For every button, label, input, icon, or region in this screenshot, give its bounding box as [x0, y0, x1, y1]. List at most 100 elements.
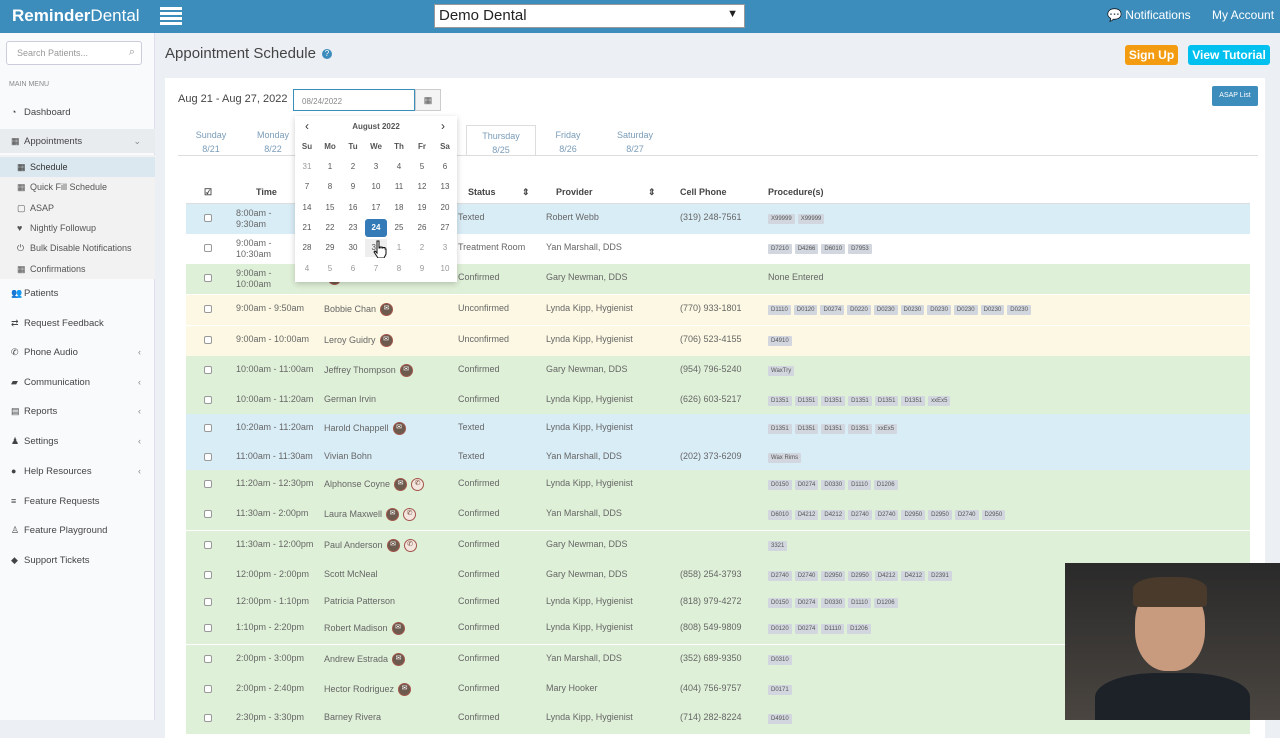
row-checkbox[interactable]: [204, 336, 212, 344]
sidebar-item-settings[interactable]: ♟ Settings ‹: [0, 429, 155, 453]
row-checkbox[interactable]: [204, 510, 212, 518]
row-checkbox[interactable]: [204, 571, 212, 579]
calendar-button[interactable]: ▦: [415, 89, 441, 111]
datepicker-day[interactable]: 31: [302, 162, 312, 171]
patient-name[interactable]: Hector Rodriguez ✉: [324, 683, 412, 696]
sort-icon[interactable]: ⇕: [522, 187, 530, 197]
patient-name[interactable]: Robert Madison ✉: [324, 622, 405, 635]
row-checkbox[interactable]: [204, 366, 212, 374]
datepicker-day[interactable]: 22: [325, 222, 335, 232]
table-row[interactable]: 11:00am - 11:30am Vivian Bohn Texted Yan Ma…: [186, 443, 1250, 473]
row-checkbox[interactable]: [204, 655, 212, 663]
datepicker-day[interactable]: 28: [302, 243, 312, 253]
sort-icon[interactable]: ⇕: [648, 187, 656, 197]
row-checkbox[interactable]: [204, 274, 212, 282]
sidebar-subitem-nightly-followup[interactable]: ♥ Nightly Followup: [0, 218, 155, 238]
datepicker-day[interactable]: 26: [417, 222, 427, 232]
asap-list-button[interactable]: ASAP List: [1212, 86, 1258, 106]
row-checkbox[interactable]: [204, 244, 212, 252]
sidebar-item-help-resources[interactable]: ● Help Resources ‹: [0, 459, 155, 483]
datepicker-day[interactable]: 6: [442, 162, 448, 171]
patient-name[interactable]: Alphonse Coyne ✉ ✆: [324, 478, 425, 491]
datepicker-day[interactable]: 24: [365, 218, 387, 237]
datepicker-day[interactable]: 21: [302, 222, 312, 232]
datepicker-day[interactable]: 13: [440, 182, 450, 192]
datepicker-day[interactable]: 2: [350, 162, 356, 171]
row-checkbox[interactable]: [204, 453, 212, 461]
next-month-button[interactable]: ›: [441, 119, 445, 133]
table-row[interactable]: 10:20am - 11:20am Harold Chappell ✉ Texted L…: [186, 414, 1250, 444]
datepicker-day[interactable]: 10: [371, 182, 381, 192]
header-provider[interactable]: Provider: [556, 187, 593, 197]
table-row[interactable]: 11:30am - 12:00pm Paul Anderson ✉ ✆ Confirme…: [186, 531, 1250, 561]
row-checkbox[interactable]: [204, 396, 212, 404]
patient-name-text[interactable]: Harold Chappell: [324, 422, 389, 433]
patient-name-text[interactable]: Robert Madison: [324, 622, 388, 633]
patient-name-text[interactable]: Vivian Bohn: [324, 451, 372, 461]
sidebar-item-patients[interactable]: 👥 Patients: [0, 281, 155, 305]
patient-name-text[interactable]: Hector Rodriguez: [324, 683, 395, 694]
datepicker-day[interactable]: 25: [394, 222, 404, 232]
table-row[interactable]: 9:00am - 9:50am Bobbie Chan ✉ Unconfirmed Ly…: [186, 295, 1250, 325]
datepicker-day[interactable]: 18: [394, 202, 404, 212]
datepicker-day[interactable]: 8: [327, 182, 333, 192]
row-checkbox[interactable]: [204, 714, 212, 722]
datepicker-day[interactable]: 6: [350, 263, 356, 273]
datepicker-day[interactable]: 20: [440, 202, 450, 212]
sidebar-subitem-bulk-disable-notifications[interactable]: ⏻ Bulk Disable Notifications: [0, 238, 155, 258]
sidebar-item-feature-requests[interactable]: ≡ Feature Requests: [0, 489, 155, 513]
patient-name-text[interactable]: Bobbie Chan: [324, 303, 377, 314]
datepicker-day[interactable]: 11: [394, 182, 404, 192]
row-checkbox[interactable]: [204, 624, 212, 632]
table-row[interactable]: 11:30am - 2:00pm Laura Maxwell ✉ ✆ Confirmed…: [186, 500, 1250, 530]
sidebar-item-communication[interactable]: ▰ Communication ‹: [0, 370, 155, 394]
datepicker-day[interactable]: 14: [302, 202, 312, 212]
datepicker-day[interactable]: 7: [304, 182, 310, 192]
datepicker-day[interactable]: 16: [348, 202, 358, 212]
datepicker-day[interactable]: 27: [440, 222, 450, 232]
patient-name[interactable]: Barney Rivera: [324, 712, 381, 722]
sidebar-subitem-confirmations[interactable]: ▦ Confirmations: [0, 259, 155, 279]
row-checkbox[interactable]: [204, 424, 212, 432]
day-tab-monday[interactable]: Monday 8/22: [238, 128, 308, 156]
patient-name-text[interactable]: Laura Maxwell: [324, 508, 383, 519]
datepicker-day[interactable]: 15: [325, 202, 335, 212]
header-time[interactable]: Time: [256, 187, 277, 197]
datepicker-day[interactable]: 30: [348, 243, 358, 253]
table-row[interactable]: 9:00am - 10:00am Leroy Guidry ✉ Unconfirmed…: [186, 326, 1250, 356]
sidebar-item-feature-playground[interactable]: ♙ Feature Playground: [0, 518, 155, 542]
search-patients-input[interactable]: Search Patients... ⌕: [6, 41, 142, 65]
patient-name[interactable]: Bobbie Chan ✉: [324, 303, 394, 316]
datepicker-day[interactable]: 4: [304, 263, 310, 273]
datepicker-day[interactable]: 10: [440, 263, 450, 273]
search-icon[interactable]: ⌕: [128, 46, 135, 58]
datepicker-day[interactable]: 4: [396, 162, 402, 171]
row-checkbox[interactable]: [204, 214, 212, 222]
datepicker-day[interactable]: 3: [373, 162, 379, 171]
datepicker-day[interactable]: 19: [417, 202, 427, 212]
patient-name[interactable]: German Irvin: [324, 394, 376, 404]
day-tab-sunday[interactable]: Sunday 8/21: [176, 128, 246, 156]
sidebar-subitem-asap[interactable]: ▢ ASAP: [0, 198, 155, 218]
datepicker-day[interactable]: 12: [417, 182, 427, 192]
row-checkbox[interactable]: [204, 598, 212, 606]
patient-name-text[interactable]: Barney Rivera: [324, 712, 382, 722]
prev-month-button[interactable]: ‹: [305, 119, 309, 133]
patient-name-text[interactable]: Andrew Estrada: [324, 653, 389, 664]
datepicker-day[interactable]: 23: [348, 222, 358, 232]
patient-name[interactable]: Scott McNeal: [324, 569, 378, 579]
view-tutorial-button[interactable]: View Tutorial: [1188, 45, 1270, 65]
table-row[interactable]: 10:00am - 11:20am German Irvin Confirmed Ly…: [186, 386, 1250, 416]
select-all-checkbox[interactable]: ☑: [204, 187, 213, 197]
logo[interactable]: ReminderDental: [12, 6, 140, 26]
datepicker-day[interactable]: 5: [327, 263, 333, 273]
practice-select[interactable]: Demo Dental ▼: [434, 4, 745, 28]
date-input[interactable]: 08/24/2022: [293, 89, 415, 111]
day-tab-saturday[interactable]: Saturday 8/27: [600, 128, 670, 156]
menu-toggle-icon[interactable]: [160, 7, 182, 25]
patient-name[interactable]: Vivian Bohn: [324, 451, 372, 461]
sidebar-subitem-quick-fill-schedule[interactable]: ▦ Quick Fill Schedule: [0, 177, 155, 197]
datepicker-day[interactable]: 8: [396, 263, 402, 273]
patient-name-text[interactable]: Jeffrey Thompson: [324, 364, 396, 375]
patient-name[interactable]: Andrew Estrada ✉: [324, 653, 406, 666]
